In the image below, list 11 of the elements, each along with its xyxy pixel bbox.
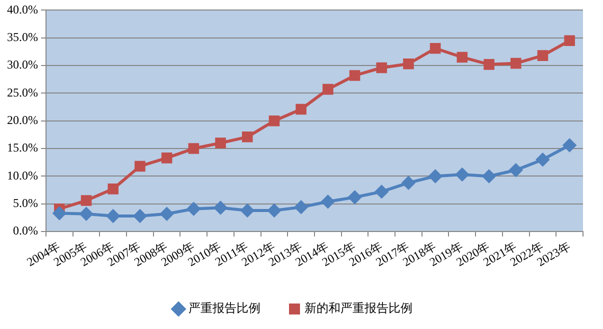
legend-label: 严重报告比例 [188, 301, 260, 316]
y-tick-label: 10.0% [6, 168, 38, 182]
y-tick-label: 15.0% [6, 140, 38, 155]
y-tick-label: 5.0% [12, 196, 38, 210]
y-tick-label: 40.0% [6, 2, 38, 16]
y-tick-label: 20.0% [6, 113, 38, 128]
y-tick-label: 30.0% [6, 58, 38, 72]
y-tick-label: 0.0% [12, 224, 38, 238]
legend-label: 新的和严重报告比例 [304, 301, 412, 316]
y-tick-label: 25.0% [6, 85, 38, 100]
y-tick-label: 35.0% [6, 30, 38, 44]
